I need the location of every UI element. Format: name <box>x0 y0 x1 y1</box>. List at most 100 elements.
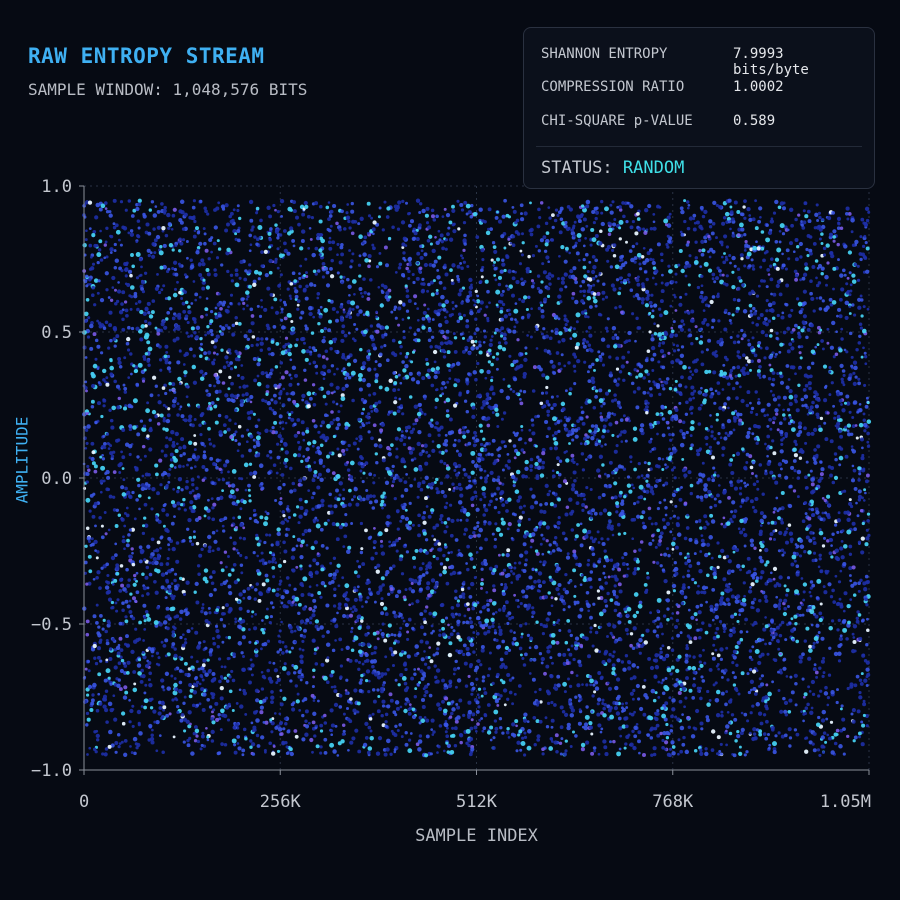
data-point <box>120 517 125 522</box>
data-point <box>693 552 697 556</box>
data-point <box>421 316 426 321</box>
data-point <box>760 279 764 283</box>
data-point <box>480 275 484 279</box>
data-point <box>642 712 647 717</box>
data-point <box>573 585 577 588</box>
data-point <box>183 374 187 378</box>
data-point <box>660 259 664 263</box>
data-point <box>717 667 720 671</box>
data-point <box>82 243 87 248</box>
data-point <box>859 326 864 330</box>
data-point <box>850 445 854 448</box>
data-point <box>450 278 454 282</box>
data-point <box>515 392 519 396</box>
data-point <box>97 692 101 696</box>
data-point <box>276 247 280 251</box>
data-point <box>573 244 578 248</box>
data-point <box>280 447 284 451</box>
data-point <box>243 462 249 468</box>
data-point <box>521 589 526 594</box>
data-point <box>215 465 219 470</box>
data-point <box>445 501 449 505</box>
data-point <box>789 537 794 542</box>
data-point <box>192 380 198 385</box>
data-point <box>523 504 526 508</box>
data-point <box>341 497 346 501</box>
data-point <box>493 266 498 271</box>
data-point <box>547 550 551 554</box>
data-point <box>859 235 863 239</box>
data-point <box>423 252 428 257</box>
data-point <box>291 365 297 370</box>
data-point <box>425 718 430 723</box>
data-point <box>213 208 217 212</box>
data-point <box>150 733 154 738</box>
data-point <box>724 257 729 262</box>
data-point <box>539 622 543 627</box>
data-point <box>753 567 757 571</box>
data-point <box>800 328 805 333</box>
data-point <box>114 258 120 263</box>
data-point <box>107 676 111 680</box>
data-point <box>471 686 476 691</box>
data-point <box>777 689 781 692</box>
data-point <box>584 636 589 641</box>
data-point <box>391 225 395 230</box>
data-point <box>85 229 88 232</box>
data-point <box>507 459 511 464</box>
data-point <box>710 231 715 236</box>
data-point <box>450 281 455 286</box>
data-point <box>162 620 168 625</box>
data-point <box>287 516 291 519</box>
data-point <box>450 518 455 523</box>
data-point <box>381 683 385 687</box>
data-point <box>739 479 743 483</box>
data-point <box>335 426 340 431</box>
data-point <box>835 728 840 733</box>
data-point <box>654 653 659 658</box>
data-point <box>633 260 637 264</box>
data-point <box>300 593 305 597</box>
data-point <box>629 288 634 292</box>
data-point <box>598 388 603 393</box>
data-point <box>112 470 117 474</box>
data-point <box>317 430 321 434</box>
data-point <box>303 341 306 345</box>
data-point <box>602 282 606 286</box>
data-point <box>750 605 754 610</box>
data-point <box>246 304 249 307</box>
data-point <box>172 455 176 459</box>
data-point <box>283 441 288 446</box>
data-point <box>541 580 546 585</box>
data-point <box>398 300 403 305</box>
data-point <box>757 397 761 401</box>
data-point <box>149 555 153 559</box>
data-point <box>766 424 770 428</box>
data-point <box>287 527 291 532</box>
data-point <box>374 376 379 381</box>
data-point <box>586 370 590 374</box>
data-point <box>613 706 618 711</box>
data-point <box>852 360 858 365</box>
data-point <box>268 258 273 264</box>
data-point <box>341 386 346 392</box>
data-point <box>222 300 227 305</box>
data-point <box>535 719 540 724</box>
data-point <box>205 726 208 730</box>
data-point <box>747 589 753 594</box>
data-point <box>605 558 610 563</box>
data-point <box>752 727 757 732</box>
data-point <box>740 227 745 232</box>
data-point <box>161 226 166 231</box>
data-point <box>611 496 615 500</box>
data-point <box>721 425 726 430</box>
data-point <box>200 734 205 739</box>
data-point <box>415 380 420 385</box>
data-point <box>546 413 550 417</box>
data-point <box>536 465 542 471</box>
data-point <box>769 532 774 537</box>
data-point <box>338 637 343 642</box>
data-point <box>570 487 576 492</box>
data-point <box>521 474 526 479</box>
data-point <box>304 709 309 714</box>
